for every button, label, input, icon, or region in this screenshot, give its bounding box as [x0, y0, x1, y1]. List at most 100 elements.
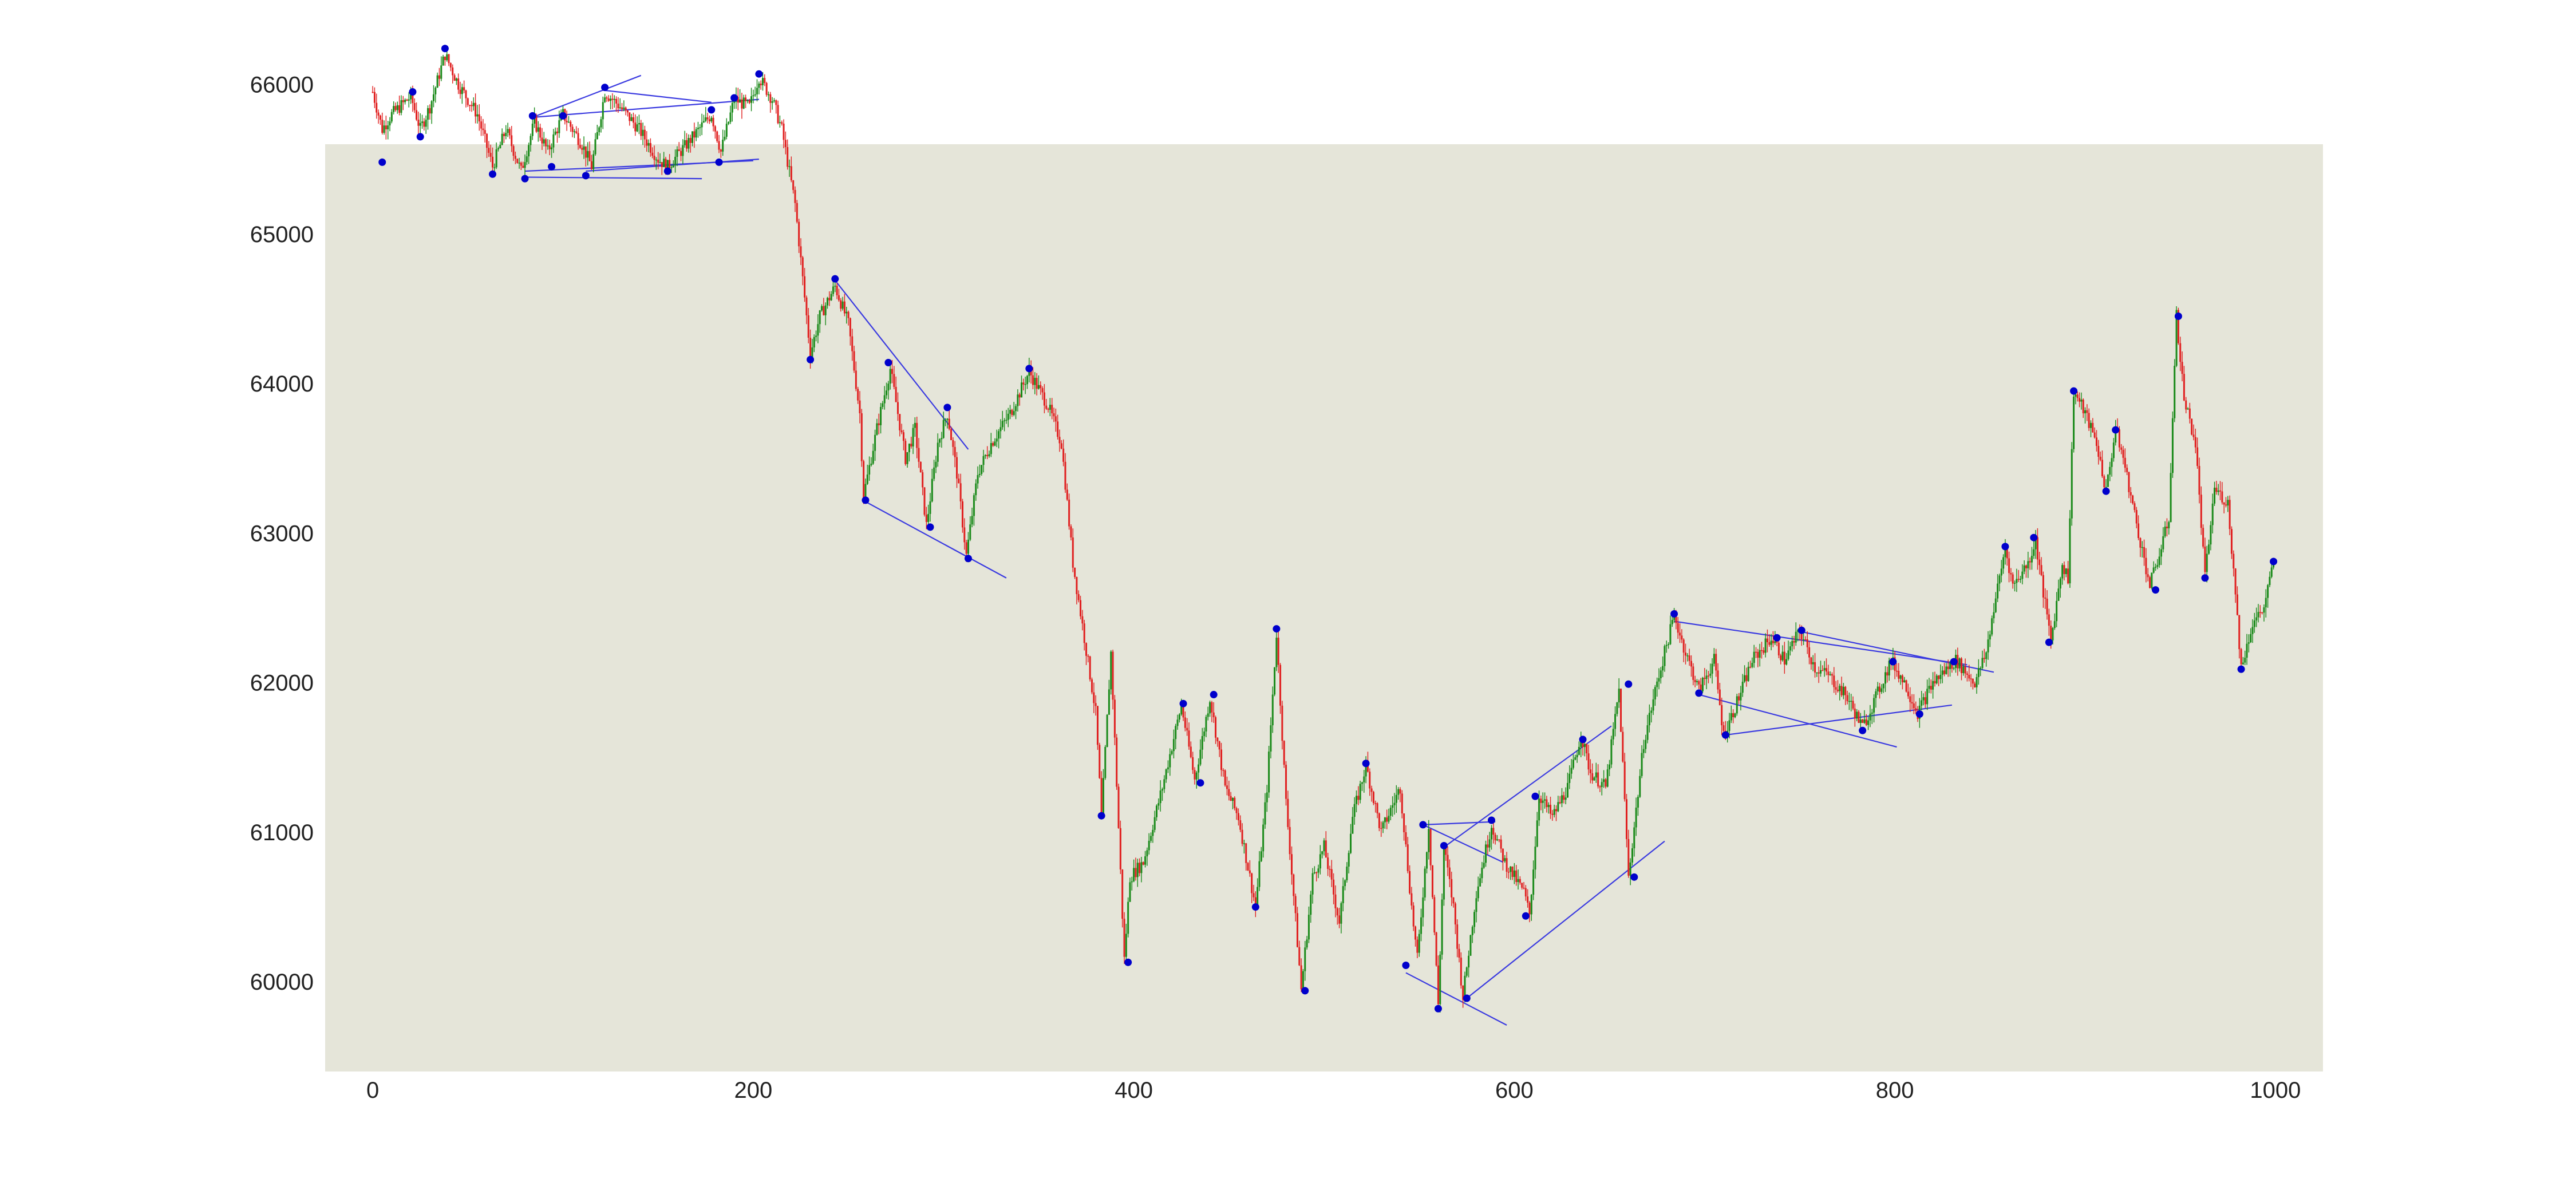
- candle-body: [1172, 739, 1175, 752]
- candle-body: [429, 108, 431, 114]
- candle-body: [2046, 598, 2048, 615]
- candle-body: [828, 298, 831, 300]
- candle-body: [1823, 668, 1826, 670]
- pivot-marker: [601, 84, 609, 92]
- candle-body: [2208, 544, 2210, 554]
- candle-body: [2151, 572, 2153, 588]
- candle-body: [1560, 795, 1563, 804]
- x-axis: 0 200 400 600 800 1000: [366, 1078, 2301, 1103]
- candle-body: [1325, 840, 1327, 858]
- candle-body: [1471, 927, 1473, 935]
- candle-body: [1215, 717, 1217, 738]
- candle-body: [1074, 567, 1076, 578]
- candle-body: [613, 98, 615, 100]
- candle-body: [1319, 854, 1321, 869]
- candle-body: [800, 246, 802, 258]
- pivot-marker: [1251, 903, 1259, 911]
- candle-body: [2244, 657, 2246, 663]
- candle-body: [1209, 702, 1211, 714]
- candle-body: [2088, 413, 2090, 428]
- candle-body: [1980, 668, 1982, 669]
- candle-body: [1544, 799, 1546, 801]
- candle-body: [573, 131, 575, 132]
- candle-body: [1774, 641, 1776, 643]
- candle-body: [1629, 862, 1631, 876]
- trendline: [1698, 694, 1897, 748]
- candle-body: [889, 369, 891, 384]
- candle-body: [1131, 881, 1133, 883]
- candle-body: [1451, 879, 1453, 897]
- candle-body: [1822, 670, 1824, 671]
- pivot-marker: [1915, 710, 1923, 718]
- candle-body: [2065, 568, 2067, 574]
- candle-body: [832, 286, 834, 294]
- candle-body: [1175, 726, 1177, 740]
- candle-body: [489, 153, 492, 157]
- pivot-marker: [1695, 689, 1703, 697]
- candle-body: [725, 124, 728, 137]
- candle-body: [2063, 565, 2065, 574]
- y-tick-label: 65000: [250, 222, 314, 247]
- candle-body: [588, 151, 591, 161]
- candle-body: [904, 441, 907, 464]
- candle-body: [807, 315, 809, 338]
- candle-body: [1858, 711, 1860, 723]
- candle-body: [1662, 666, 1664, 671]
- candle-body: [902, 432, 904, 441]
- candle-body: [801, 257, 804, 276]
- candle-body: [701, 122, 703, 128]
- candle-body: [2145, 557, 2147, 575]
- candle-body: [900, 430, 903, 433]
- candle-body: [385, 125, 387, 129]
- candle-body: [1447, 855, 1449, 868]
- candle-body: [442, 56, 444, 66]
- candle-body: [1977, 668, 1980, 677]
- candle-body: [1445, 847, 1447, 855]
- candle-body: [562, 109, 564, 114]
- candle-body: [956, 457, 958, 479]
- candle-body: [1620, 689, 1622, 732]
- pivot-marker: [2152, 586, 2160, 594]
- candle-body: [2219, 490, 2222, 492]
- pivot-marker: [2102, 487, 2110, 495]
- candle-body: [1342, 886, 1344, 903]
- candle-body: [1099, 745, 1101, 778]
- candle-body: [750, 96, 753, 103]
- candle-body: [1781, 651, 1784, 661]
- candle-body: [1049, 405, 1051, 410]
- candle-body: [1650, 710, 1653, 713]
- candle-body: [1814, 662, 1816, 673]
- pivot-marker: [521, 175, 529, 183]
- candle-body: [1966, 673, 1968, 675]
- candle-body: [1211, 702, 1213, 713]
- candle-body: [2067, 568, 2069, 584]
- candle-body: [1776, 641, 1778, 643]
- candle-body: [1139, 863, 1141, 873]
- candle-body: [449, 63, 452, 68]
- candle-body: [1797, 630, 1799, 632]
- candle-body: [1876, 686, 1879, 691]
- candle-body: [1021, 382, 1023, 398]
- candle-body: [1757, 651, 1759, 658]
- candle-body: [452, 67, 454, 76]
- candle-body: [1718, 689, 1721, 705]
- candle-body: [2120, 447, 2123, 450]
- candle-body: [1230, 796, 1232, 801]
- candle-body: [1658, 678, 1660, 682]
- candle-body: [1254, 897, 1257, 907]
- candle-body: [2021, 571, 2024, 579]
- candle-body: [927, 513, 930, 522]
- candle-body: [1976, 677, 1978, 687]
- candle-body: [821, 306, 823, 311]
- candle-body: [493, 167, 496, 168]
- pivot-marker: [884, 358, 892, 366]
- candle-body: [1589, 769, 1591, 773]
- candle-body: [499, 145, 501, 149]
- candle-body: [423, 121, 425, 127]
- candle-body: [413, 102, 416, 110]
- candle-body: [1951, 662, 1953, 669]
- candle-body: [1241, 829, 1243, 844]
- candle-body: [906, 452, 908, 464]
- candle-body: [1677, 623, 1679, 633]
